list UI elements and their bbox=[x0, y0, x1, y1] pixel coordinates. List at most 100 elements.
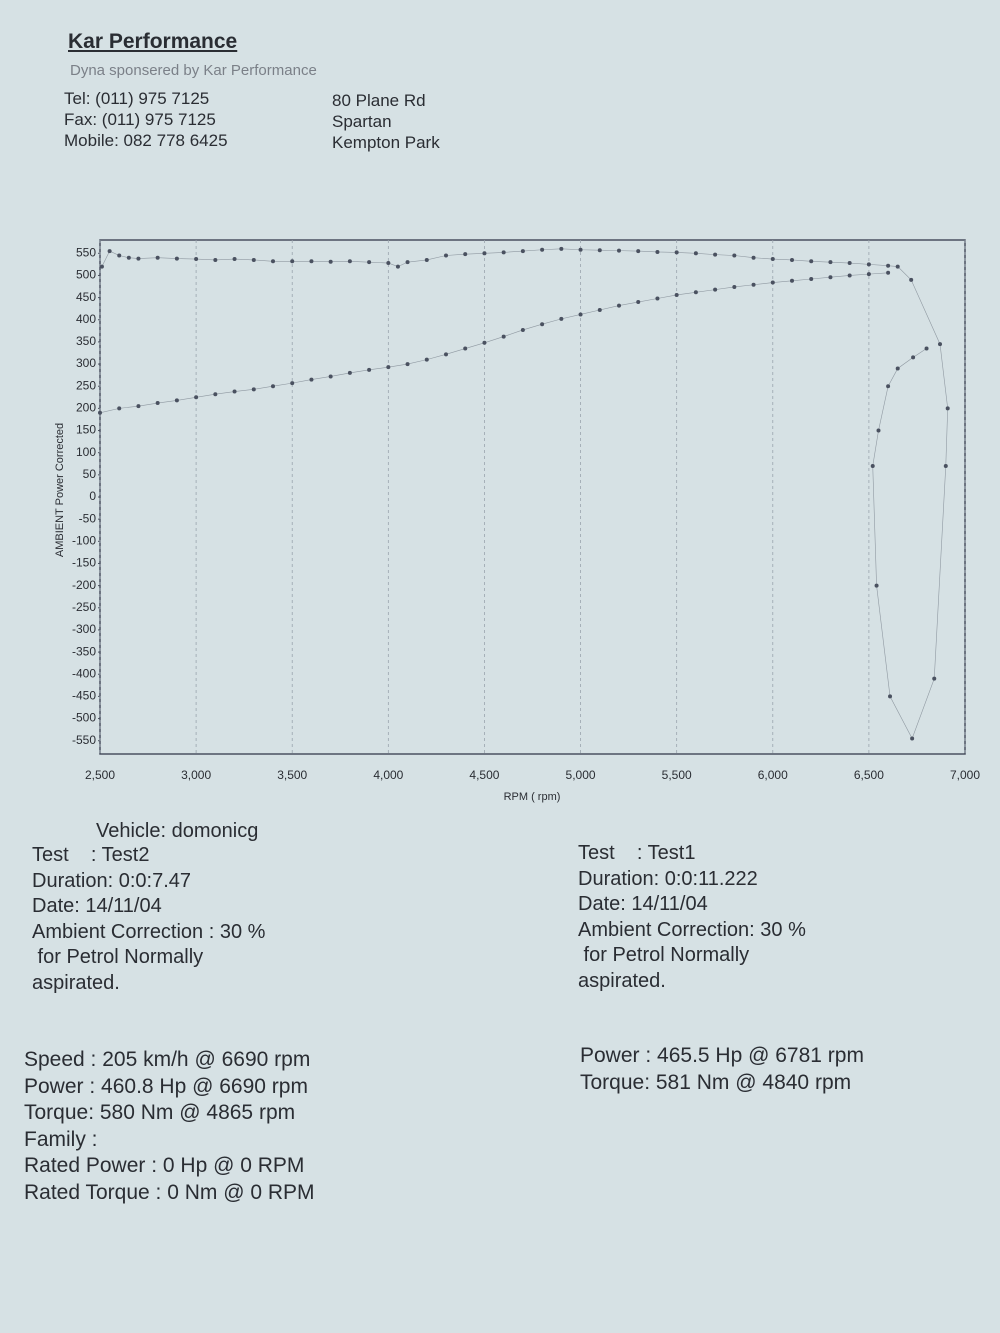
data-point bbox=[809, 259, 814, 264]
data-point bbox=[328, 374, 333, 379]
left-results: Speed : 205 km/h @ 6690 rpm Power : 460.8… bbox=[24, 1047, 315, 1206]
y-tick-label: 100 bbox=[76, 445, 96, 459]
result-line: Speed : 205 km/h @ 6690 rpm bbox=[24, 1048, 311, 1071]
data-point bbox=[559, 246, 564, 251]
data-point bbox=[886, 270, 891, 275]
data-point bbox=[136, 256, 141, 261]
info-line: Duration: 0:0:11.222 bbox=[578, 867, 758, 890]
info-line: Date: 14/11/04 bbox=[32, 895, 162, 917]
data-point bbox=[559, 316, 564, 321]
data-point bbox=[909, 277, 914, 282]
data-point bbox=[895, 264, 900, 269]
info-line: for Petrol Normally bbox=[32, 946, 204, 968]
data-point bbox=[271, 259, 275, 264]
data-point bbox=[194, 395, 199, 400]
result-line: Rated Torque : 0 Nm @ 0 RPM bbox=[24, 1180, 315, 1204]
info-line: Test : Test1 bbox=[578, 842, 696, 864]
data-point bbox=[367, 367, 372, 372]
data-point bbox=[520, 249, 525, 254]
y-tick-label: -500 bbox=[72, 711, 96, 725]
data-point bbox=[874, 583, 879, 588]
right-results: Power : 465.5 Hp @ 6781 rpm Torque: 581 N… bbox=[580, 1043, 864, 1096]
address-block: 80 Plane Rd Spartan Kempton Park bbox=[332, 90, 440, 153]
info-line: Test : Test2 bbox=[32, 844, 150, 866]
data-point bbox=[117, 406, 122, 411]
info-line: Date: 14/11/04 bbox=[578, 893, 708, 915]
x-tick-label: 4,500 bbox=[469, 768, 499, 782]
y-tick-label: -50 bbox=[79, 511, 97, 525]
data-point bbox=[424, 257, 429, 262]
x-axis-label: RPM ( rpm) bbox=[504, 791, 561, 803]
y-tick-label: -300 bbox=[72, 622, 96, 636]
data-point bbox=[251, 387, 256, 392]
data-point bbox=[578, 247, 583, 252]
data-point bbox=[617, 248, 621, 253]
series-line bbox=[101, 248, 949, 740]
data-point bbox=[655, 296, 660, 301]
data-point bbox=[213, 392, 218, 397]
data-point bbox=[347, 259, 352, 264]
y-tick-label: -450 bbox=[72, 689, 96, 703]
y-tick-label: -350 bbox=[72, 644, 96, 658]
data-point bbox=[732, 284, 737, 289]
data-point bbox=[636, 300, 641, 305]
x-tick-label: 6,500 bbox=[854, 768, 884, 782]
y-tick-label: 0 bbox=[89, 489, 96, 503]
data-point bbox=[866, 262, 871, 267]
data-point bbox=[126, 255, 131, 260]
data-point bbox=[251, 257, 256, 262]
data-point bbox=[597, 308, 602, 313]
data-point bbox=[924, 346, 929, 351]
data-point bbox=[482, 251, 487, 256]
data-point bbox=[911, 355, 916, 360]
data-point bbox=[501, 250, 506, 255]
right-info: Test : Test1 Duration: 0:0:11.222 Date: 14… bbox=[578, 841, 806, 994]
y-tick-label: 50 bbox=[83, 467, 97, 481]
data-point bbox=[540, 322, 545, 327]
data-point bbox=[828, 260, 833, 265]
vehicle: Vehicle: domonicg bbox=[96, 820, 259, 842]
data-point bbox=[674, 250, 679, 255]
data-point bbox=[828, 275, 833, 280]
series-line bbox=[99, 272, 889, 414]
x-tick-label: 5,000 bbox=[566, 768, 596, 782]
data-point bbox=[328, 259, 333, 264]
x-tick-label: 5,500 bbox=[662, 768, 692, 782]
y-tick-label: 450 bbox=[76, 290, 96, 304]
data-point bbox=[693, 290, 698, 295]
y-tick-label: -150 bbox=[72, 556, 96, 570]
data-point bbox=[155, 255, 160, 260]
data-point bbox=[866, 272, 871, 277]
x-tick-label: 6,000 bbox=[758, 768, 788, 782]
data-point bbox=[751, 282, 756, 287]
info-line: aspirated. bbox=[578, 969, 666, 992]
y-tick-label: -250 bbox=[72, 600, 96, 614]
data-point bbox=[482, 340, 487, 345]
y-tick-label: 150 bbox=[76, 423, 96, 437]
data-point bbox=[271, 384, 275, 389]
contact-line: Fax: (011) 975 7125 bbox=[64, 110, 216, 129]
data-point bbox=[99, 264, 104, 269]
data-point bbox=[713, 252, 718, 257]
data-point bbox=[424, 357, 429, 362]
data-point bbox=[886, 263, 891, 268]
y-tick-label: 400 bbox=[76, 312, 96, 326]
data-point bbox=[888, 694, 893, 699]
y-tick-label: 350 bbox=[76, 334, 96, 348]
info-line: Duration: 0:0:7.47 bbox=[32, 869, 191, 892]
info-line: aspirated. bbox=[32, 971, 120, 994]
data-point bbox=[540, 247, 545, 252]
data-point bbox=[232, 257, 237, 262]
data-point bbox=[155, 401, 160, 406]
data-point bbox=[732, 253, 737, 258]
result-line: Family : bbox=[24, 1127, 98, 1151]
data-point bbox=[98, 410, 102, 415]
data-point bbox=[578, 312, 583, 317]
data-point bbox=[790, 257, 794, 262]
y-axis-label: AMBIENT Power Corrected bbox=[54, 423, 66, 557]
info-line: for Petrol Normally bbox=[578, 944, 750, 966]
data-point bbox=[463, 252, 468, 257]
info-line: Ambient Correction: 30 % bbox=[578, 918, 806, 941]
